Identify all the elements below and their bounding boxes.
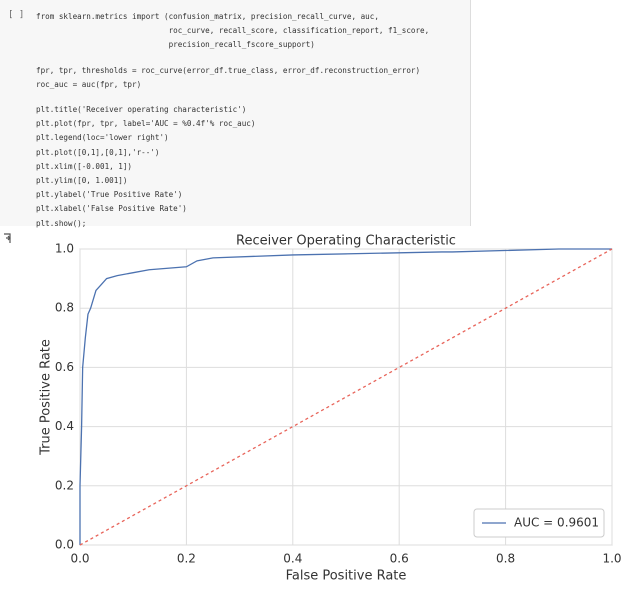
code-line: fpr, tpr, thresholds = roc_curve(error_d…: [36, 65, 421, 75]
series-line: [79, 248, 612, 545]
code-line: plt.legend(loc='lower right'): [36, 133, 169, 143]
x-tick-label: 0.2: [177, 552, 196, 566]
x-axis-label: False Positive Rate: [286, 569, 407, 584]
y-tick-label: 0.0: [55, 538, 74, 552]
output-icon: [4, 233, 11, 243]
x-tick-label: 1.0: [602, 552, 621, 566]
code-block: plt.title('Receiver operating characteri…: [36, 103, 429, 231]
code-line: precision_recall_fscore_support): [36, 40, 315, 50]
code-line: from sklearn.metrics import (confusion_m…: [36, 12, 379, 21]
x-tick-label: 0.8: [496, 552, 515, 566]
y-tick-label: 0.6: [55, 360, 74, 374]
x-tick-label: 0.0: [70, 552, 89, 566]
code-line: plt.plot([0,1],[0,1],'r--'): [36, 147, 160, 157]
y-tick-label: 0.2: [55, 478, 74, 492]
code-line: plt.ylabel('True Positive Rate'): [36, 190, 183, 200]
y-tick-label: 1.0: [55, 242, 74, 256]
code[interactable]: from sklearn.metrics import (confusion_m…: [36, 10, 429, 242]
code-cell: [ ] from sklearn.metrics import (confusi…: [0, 0, 471, 228]
code-line: plt.plot(fpr, tpr, label='AUC = %0.4f'% …: [36, 119, 256, 129]
plot-area: [79, 248, 613, 546]
y-axis-label: True Positive Rate: [39, 339, 54, 456]
code-line: plt.xlabel('False Positive Rate'): [36, 204, 187, 214]
legend-label: AUC = 0.9601: [514, 516, 599, 530]
code-line: roc_curve, recall_score, classification_…: [36, 26, 430, 36]
y-tick-label: 0.8: [55, 301, 74, 315]
code-line: roc_auc = auc(fpr, tpr): [36, 79, 142, 89]
code-line: plt.show();: [36, 218, 87, 228]
code-line: plt.xlim([-0.001, 1]): [36, 161, 133, 171]
run-prompt[interactable]: [ ]: [8, 10, 25, 20]
chart: 0.0 0.2 0.4 0.6 0.8 1.0 0.0 0.2 0.4 0.6 0.8 1.0 Rece…: [4, 233, 622, 584]
chart-title: Receiver Operating Characteristic: [236, 234, 456, 249]
code-block: from sklearn.metrics import (confusion_m…: [36, 10, 429, 53]
x-tick-label: 0.6: [390, 552, 409, 566]
legend-box: [473, 508, 605, 538]
code-line: plt.title('Receiver operating characteri…: [36, 105, 247, 115]
x-tick-label: 0.4: [283, 552, 302, 566]
code-line: plt.ylim([0, 1.001]): [36, 176, 128, 186]
y-tick-label: 0.4: [55, 419, 74, 433]
code-block: fpr, tpr, thresholds = roc_curve(error_d…: [36, 64, 429, 92]
